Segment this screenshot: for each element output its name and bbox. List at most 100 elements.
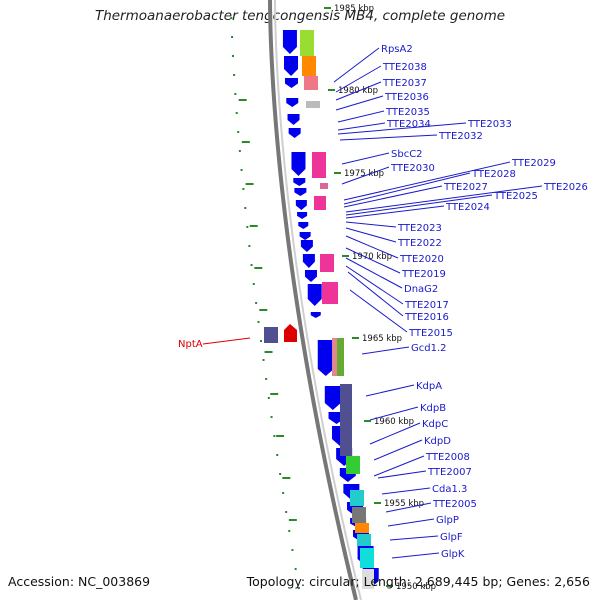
forward-gene-arrow[interactable]	[294, 188, 307, 196]
gene-leader-line	[343, 185, 443, 208]
gene-label-tte2019[interactable]: TTE2019	[401, 269, 446, 280]
gene-feature-block[interactable]	[337, 338, 344, 376]
gene-leader-line	[345, 235, 399, 259]
gene-label-tte2032[interactable]: TTE2032	[438, 131, 483, 142]
gene-leader-line	[373, 455, 425, 477]
gene-label-tte2035[interactable]: TTE2035	[385, 107, 430, 118]
gene-feature-block[interactable]	[322, 282, 338, 304]
gene-feature-block[interactable]	[302, 56, 316, 76]
forward-gene-arrow[interactable]	[307, 284, 322, 306]
gene-leader-line	[337, 110, 385, 123]
gene-label-kdpc[interactable]: KdpC	[422, 419, 448, 430]
gene-leader-line	[389, 535, 439, 541]
gene-label-tte2007[interactable]: TTE2007	[427, 467, 472, 478]
gene-label-tte2036[interactable]: TTE2036	[384, 92, 429, 103]
gene-label-rpsa2[interactable]: RpsA2	[381, 44, 413, 55]
reverse-gene-arrow[interactable]	[284, 324, 297, 342]
forward-gene-arrow[interactable]	[284, 78, 298, 88]
gene-label-tte2017[interactable]: TTE2017	[404, 300, 449, 311]
gene-feature-block[interactable]	[320, 183, 328, 189]
forward-gene-arrow[interactable]	[310, 312, 321, 318]
gene-feature-block[interactable]	[355, 523, 369, 533]
gene-feature-block[interactable]	[350, 490, 364, 506]
forward-gene-arrow[interactable]	[287, 114, 300, 125]
gene-feature-block[interactable]	[314, 196, 326, 210]
gene-label-kdpa[interactable]: KdpA	[416, 381, 442, 392]
gene-label-kdpb[interactable]: KdpB	[420, 403, 446, 414]
gene-label-tte2022[interactable]: TTE2022	[397, 238, 442, 249]
gene-leader-line	[335, 65, 382, 93]
gene-label-tte2033[interactable]: TTE2033	[467, 119, 512, 130]
gene-leader-line	[345, 265, 404, 305]
gene-label-gcd1.2[interactable]: Gcd1.2	[411, 343, 447, 354]
gene-leader-line	[339, 134, 438, 141]
gene-feature-block[interactable]	[320, 254, 334, 272]
gene-label-cda1.3[interactable]: Cda1.3	[432, 484, 467, 495]
forward-gene-arrow[interactable]	[293, 178, 306, 186]
gene-label-npta[interactable]: NptA	[178, 339, 203, 350]
forward-gene-arrow[interactable]	[317, 340, 334, 376]
gene-leader-line	[387, 518, 435, 527]
gene-label-tte2030[interactable]: TTE2030	[390, 163, 435, 174]
accession-label: Accession: NC_003869	[8, 574, 151, 589]
gene-label-tte2027[interactable]: TTE2027	[443, 182, 488, 193]
gene-label-tte2026[interactable]: TTE2026	[543, 182, 588, 193]
forward-gene-arrow[interactable]	[300, 240, 313, 252]
gene-feature-block[interactable]	[312, 152, 326, 178]
gene-leader-line	[333, 47, 380, 83]
gene-leader-line	[361, 346, 410, 355]
forward-gene-arrow[interactable]	[284, 56, 299, 76]
gene-label-tte2034[interactable]: TTE2034	[386, 119, 431, 130]
forward-gene-arrow[interactable]	[298, 222, 309, 229]
forward-gene-arrow[interactable]	[299, 232, 311, 240]
gene-label-glpp[interactable]: GlpP	[436, 515, 459, 526]
gene-label-tte2028[interactable]: TTE2028	[471, 169, 516, 180]
forward-gene-arrow[interactable]	[291, 152, 306, 176]
gene-label-tte2038[interactable]: TTE2038	[382, 62, 427, 73]
gene-feature-block[interactable]	[300, 30, 314, 56]
gene-label-tte2020[interactable]: TTE2020	[399, 254, 444, 265]
gene-feature-block[interactable]	[346, 456, 360, 474]
gene-label-tte2024[interactable]: TTE2024	[445, 202, 490, 213]
gene-label-glpf[interactable]: GlpF	[440, 532, 463, 543]
gene-label-tte2025[interactable]: TTE2025	[493, 191, 538, 202]
gene-label-kdpd[interactable]: KdpD	[424, 436, 451, 447]
gene-feature-block[interactable]	[352, 507, 366, 523]
gene-label-tte2016[interactable]: TTE2016	[404, 312, 449, 323]
forward-gene-arrow[interactable]	[297, 212, 308, 219]
gene-feature-block[interactable]	[360, 548, 374, 568]
gene-label-glpk[interactable]: GlpK	[441, 549, 465, 560]
gene-leader-line	[343, 172, 471, 205]
gene-leader-line	[365, 384, 415, 397]
gene-label-tte2015[interactable]: TTE2015	[408, 328, 453, 339]
forward-gene-arrow[interactable]	[286, 98, 299, 107]
gene-leader-line	[347, 271, 404, 317]
gene-leader-line	[341, 166, 390, 185]
gene-feature-block[interactable]	[362, 569, 374, 589]
gene-label-sbcc2[interactable]: SbcC2	[391, 149, 423, 160]
forward-gene-arrow[interactable]	[288, 128, 301, 138]
forward-gene-arrow[interactable]	[302, 254, 315, 268]
forward-gene-arrow[interactable]	[304, 270, 317, 282]
gene-label-tte2008[interactable]: TTE2008	[425, 452, 470, 463]
gene-label-tte2029[interactable]: TTE2029	[511, 158, 556, 169]
gene-label-dnag2[interactable]: DnaG2	[404, 284, 438, 295]
gene-label-tte2037[interactable]: TTE2037	[382, 78, 427, 89]
gene-feature-block[interactable]	[340, 384, 352, 456]
genome-backbone-inner	[274, 0, 362, 600]
kbp-marker: 1965 kbp	[362, 334, 402, 344]
forward-gene-arrow[interactable]	[324, 386, 341, 410]
gene-feature-block[interactable]	[332, 338, 340, 376]
gene-leader-line	[337, 122, 467, 135]
genome-backbone	[268, 0, 358, 600]
gene-label-tte2005[interactable]: TTE2005	[432, 499, 477, 510]
gene-label-tte2023[interactable]: TTE2023	[397, 223, 442, 234]
kbp-marker: 1960 kbp	[374, 417, 414, 427]
forward-gene-arrow[interactable]	[282, 30, 297, 54]
gene-feature-block[interactable]	[357, 534, 371, 546]
gene-feature-block[interactable]	[304, 76, 318, 90]
gene-leader-line	[377, 470, 427, 479]
forward-gene-arrow[interactable]	[295, 200, 307, 210]
gene-feature-block[interactable]	[306, 101, 320, 108]
reverse-gene-block[interactable]	[264, 327, 278, 343]
